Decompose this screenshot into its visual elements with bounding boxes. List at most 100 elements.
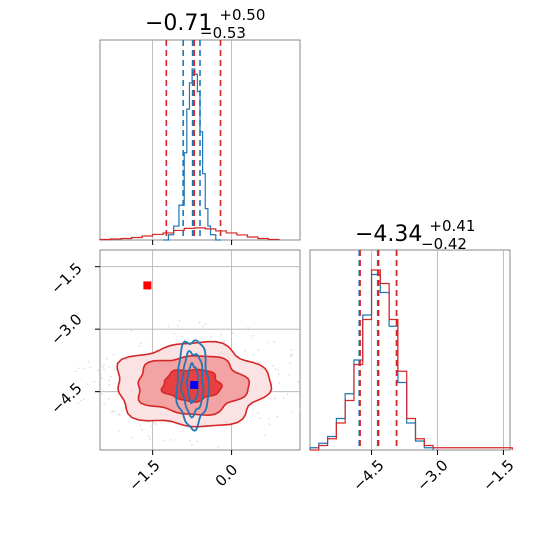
title-param-1-base: −0.71 <box>145 11 212 36</box>
right-hist-1 <box>310 269 513 451</box>
joint-scatter-point <box>176 325 179 327</box>
joint-scatter-point <box>252 408 255 411</box>
joint-scatter-point <box>100 377 103 379</box>
joint-scatter-point <box>114 410 116 413</box>
joint-scatter-point <box>288 373 291 376</box>
joint-scatter-point <box>299 408 302 411</box>
joint-scatter-point <box>291 353 294 356</box>
joint-scatter-point <box>153 422 156 425</box>
joint-scatter-point <box>86 383 89 386</box>
joint-scatter-point <box>101 392 103 395</box>
joint-marker-1 <box>190 381 199 389</box>
joint-scatter-point <box>201 337 203 340</box>
joint-scatter-point <box>75 370 78 373</box>
joint-scatter-point <box>111 411 113 413</box>
joint-scatter-point <box>173 332 176 335</box>
joint-scatter-point <box>267 417 270 420</box>
joint-blue-contour-1 <box>185 361 199 405</box>
joint-scatter-point <box>108 383 111 386</box>
joint-scatter-point <box>151 340 154 343</box>
joint-scatter-point <box>113 368 116 371</box>
joint-scatter-point <box>138 345 141 347</box>
joint-scatter-point <box>278 381 281 384</box>
joint-scatter-point <box>103 368 105 371</box>
joint-scatter-point <box>130 329 133 332</box>
joint-scatter-point <box>150 425 153 428</box>
joint-scatter-point <box>112 353 115 356</box>
joint-ytick-2: −3.0 <box>47 310 85 348</box>
joint-scatter-point <box>140 342 142 345</box>
joint-xtick-1: −1.5 <box>125 456 163 494</box>
right-marginal-panel <box>309 250 513 455</box>
joint-marker-0 <box>143 281 152 290</box>
joint-scatter-point <box>117 430 120 432</box>
joint-scatter-point <box>217 445 220 448</box>
joint-scatter-point <box>274 368 277 371</box>
joint-scatter-point <box>289 362 292 365</box>
joint-scatter-point <box>247 326 249 329</box>
title-param-1-lower: −0.53 <box>200 24 246 42</box>
joint-scatter-point <box>151 324 154 327</box>
joint-scatter-point <box>267 341 270 344</box>
panel-joint-frame <box>99 249 301 451</box>
joint-xtick-2: 0.0 <box>212 461 242 491</box>
title-param-2-base: −4.34 <box>355 222 422 247</box>
title-param-2-upper: +0.41 <box>429 217 475 235</box>
joint-scatter-point <box>290 354 293 357</box>
joint-scatter-point <box>210 335 212 338</box>
joint-scatter-point <box>107 398 110 400</box>
joint-scatter-point <box>139 424 141 427</box>
joint-scatter-point <box>277 369 280 372</box>
title-param-1: −0.71 +0.50 −0.53 <box>145 1 272 42</box>
joint-scatter-point <box>220 333 223 336</box>
joint-panel <box>75 250 302 455</box>
joint-scatter-point <box>198 321 201 324</box>
joint-scatter-point <box>202 325 204 328</box>
joint-scatter-point <box>231 332 234 335</box>
joint-scatter-point <box>283 397 285 400</box>
joint-scatter-point <box>290 349 293 352</box>
joint-scatter-point <box>87 361 90 363</box>
joint-scatter-point <box>108 365 110 368</box>
joint-scatter-point <box>140 428 143 431</box>
joint-scatter-point <box>257 412 259 414</box>
joint-scatter-point <box>252 353 255 356</box>
joint-scatter-point <box>155 423 158 426</box>
joint-scatter-point <box>258 361 261 364</box>
top-marginal-panel <box>99 40 280 245</box>
joint-scatter-point <box>89 366 92 369</box>
joint-ytick-1: −1.5 <box>47 259 85 297</box>
joint-scatter-point <box>276 415 279 418</box>
joint-scatter-point <box>109 375 112 378</box>
title-param-2: −4.34 +0.41 −0.42 <box>355 212 482 253</box>
joint-scatter-point <box>101 365 104 368</box>
joint-scatter-point <box>180 335 183 338</box>
joint-scatter-point <box>80 399 83 402</box>
joint-scatter-point <box>178 319 181 322</box>
joint-scatter-point <box>117 413 120 415</box>
joint-scatter-point <box>149 438 151 440</box>
joint-scatter-point <box>162 439 165 442</box>
joint-blue-contour-3 <box>175 339 211 432</box>
title-param-1-upper: +0.50 <box>219 6 265 24</box>
joint-scatter-point <box>187 426 190 429</box>
joint-scatter-point <box>290 411 293 414</box>
joint-scatter-point <box>82 367 85 369</box>
joint-ytick-3: −4.5 <box>47 379 85 417</box>
joint-scatter-point <box>83 398 86 401</box>
joint-scatter-point <box>155 349 158 351</box>
joint-scatter-point <box>108 379 110 382</box>
joint-scatter-point <box>103 403 106 406</box>
joint-scatter-point <box>204 323 207 326</box>
joint-scatter-point <box>147 435 150 438</box>
joint-scatter-point <box>93 380 96 383</box>
right-xtick-1: −4.5 <box>349 456 387 494</box>
joint-scatter-point <box>223 340 226 343</box>
right-xtick-3: −1.5 <box>479 456 517 494</box>
joint-scatter-point <box>277 373 280 376</box>
joint-scatter-point <box>189 440 191 443</box>
joint-scatter-point <box>130 436 133 439</box>
joint-scatter-point <box>196 440 199 443</box>
top-hist-1 <box>99 227 280 241</box>
